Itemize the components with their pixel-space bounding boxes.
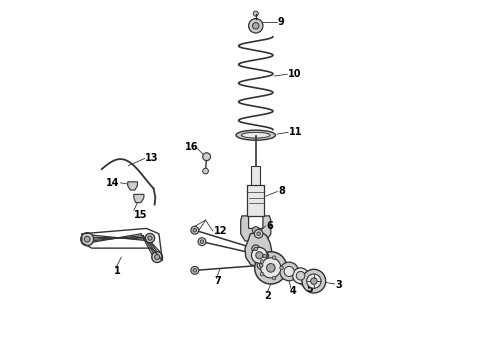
Ellipse shape — [236, 130, 275, 140]
Circle shape — [272, 256, 276, 260]
Text: 2: 2 — [265, 291, 271, 301]
Circle shape — [257, 261, 265, 269]
Text: 7: 7 — [214, 276, 221, 287]
Text: 9: 9 — [278, 17, 285, 27]
Circle shape — [259, 264, 263, 267]
Circle shape — [146, 233, 155, 243]
Text: 5: 5 — [306, 284, 313, 294]
Text: 16: 16 — [185, 141, 198, 152]
Circle shape — [311, 278, 317, 284]
Circle shape — [257, 232, 260, 235]
Circle shape — [272, 276, 276, 280]
Circle shape — [252, 245, 260, 253]
Circle shape — [261, 252, 269, 260]
Circle shape — [193, 229, 196, 232]
Circle shape — [302, 269, 326, 293]
Polygon shape — [128, 182, 137, 190]
Bar — [247, 185, 265, 216]
Circle shape — [256, 252, 263, 259]
Circle shape — [152, 252, 163, 262]
Circle shape — [255, 252, 287, 284]
Circle shape — [251, 247, 267, 263]
Polygon shape — [134, 194, 144, 203]
Bar — [251, 166, 260, 187]
Polygon shape — [241, 216, 271, 241]
Circle shape — [307, 274, 321, 288]
Circle shape — [267, 264, 275, 272]
Text: 12: 12 — [214, 226, 227, 236]
Circle shape — [191, 266, 199, 274]
Circle shape — [200, 240, 204, 243]
Circle shape — [284, 266, 294, 276]
Text: 4: 4 — [290, 286, 296, 296]
Circle shape — [254, 247, 258, 251]
Text: 6: 6 — [267, 221, 273, 231]
Circle shape — [248, 19, 263, 33]
Circle shape — [198, 238, 206, 246]
Text: 1: 1 — [114, 266, 121, 276]
Circle shape — [193, 269, 196, 272]
Text: 10: 10 — [288, 69, 301, 79]
Circle shape — [191, 226, 199, 234]
Circle shape — [260, 260, 264, 263]
Circle shape — [280, 266, 283, 270]
Text: 11: 11 — [289, 127, 302, 137]
Circle shape — [155, 255, 160, 260]
Circle shape — [148, 236, 152, 240]
Text: 14: 14 — [106, 178, 120, 188]
Circle shape — [296, 271, 305, 280]
Circle shape — [293, 268, 309, 284]
Text: 8: 8 — [278, 186, 285, 197]
Text: 13: 13 — [146, 153, 159, 163]
Circle shape — [263, 254, 267, 258]
Text: 15: 15 — [134, 210, 147, 220]
Circle shape — [81, 233, 94, 246]
Circle shape — [84, 236, 90, 242]
Circle shape — [203, 153, 211, 161]
Circle shape — [254, 229, 263, 238]
Circle shape — [252, 23, 259, 29]
Text: 3: 3 — [335, 280, 342, 290]
Circle shape — [280, 262, 298, 281]
Circle shape — [252, 226, 259, 234]
Polygon shape — [245, 232, 272, 268]
Ellipse shape — [242, 132, 270, 138]
Circle shape — [253, 11, 258, 16]
Circle shape — [203, 168, 208, 174]
Circle shape — [261, 258, 281, 278]
Circle shape — [260, 273, 264, 276]
